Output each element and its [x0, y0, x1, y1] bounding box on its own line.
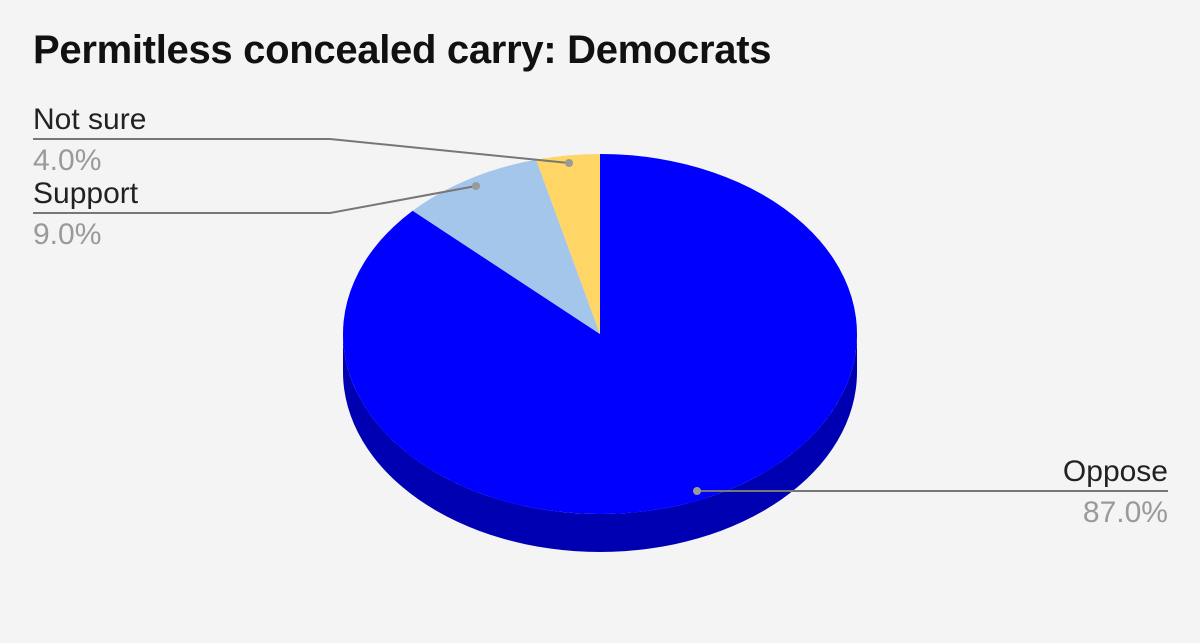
- label-name-oppose: Oppose: [1063, 455, 1168, 488]
- leader-line-support: [33, 185, 477, 214]
- label-name-not-sure: Not sure: [33, 103, 146, 136]
- leader-dot-support: [472, 182, 480, 190]
- slice-not-sure: [536, 154, 600, 334]
- slice-labels: Oppose 87.0% Support 9.0% Not sure 4.0%: [33, 103, 1168, 529]
- label-value-support: 9.0%: [33, 218, 101, 251]
- leader-lines: [33, 138, 1168, 495]
- pie-depth: [343, 334, 857, 552]
- pie-slices: [342, 154, 858, 514]
- label-name-support: Support: [33, 177, 139, 210]
- leader-dot-oppose: [693, 487, 701, 495]
- label-value-oppose: 87.0%: [1083, 496, 1168, 529]
- leader-dot-not-sure: [565, 159, 573, 167]
- chart-title: Permitless concealed carry: Democrats: [33, 28, 772, 72]
- label-value-not-sure: 4.0%: [33, 144, 101, 177]
- slice-support: [412, 159, 600, 334]
- slice-side-oppose: [343, 334, 857, 552]
- leader-line-not-sure: [33, 138, 570, 164]
